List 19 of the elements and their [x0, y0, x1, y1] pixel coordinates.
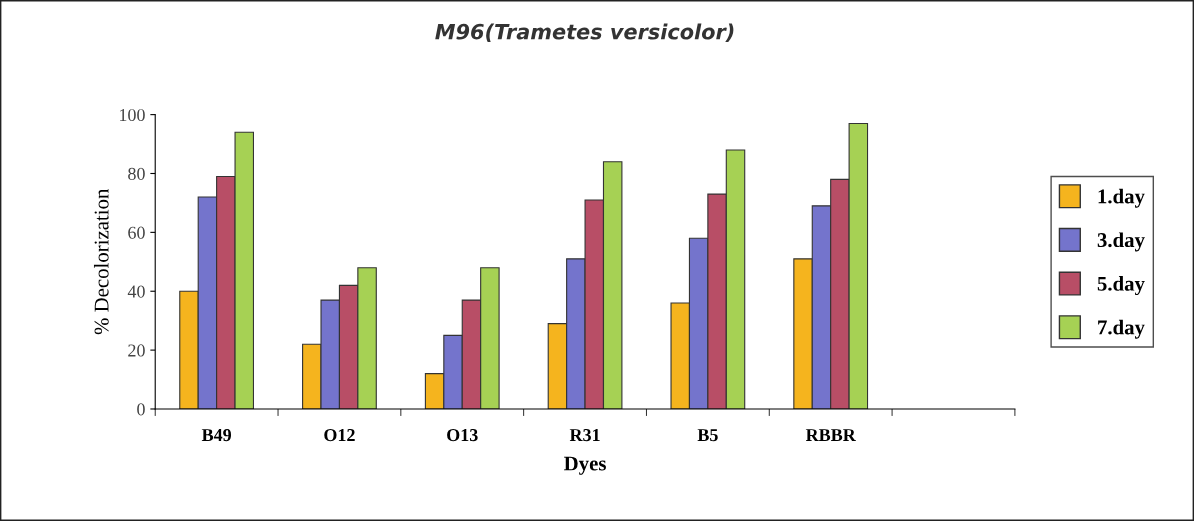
- x-tick-label: RBBR: [805, 429, 856, 442]
- y-tick-label: 0: [137, 403, 145, 416]
- x-tick-label: B5: [697, 429, 718, 442]
- y-tick-label: 40: [127, 285, 145, 298]
- x-axis-title: Dyes: [564, 456, 606, 475]
- x-tick-label: R31: [569, 429, 600, 442]
- y-tick-label: 60: [128, 226, 145, 239]
- y-tick-label: 80: [128, 167, 145, 180]
- x-tick-label: B49: [201, 429, 232, 442]
- legend-label: 1.day: [1098, 188, 1145, 208]
- y-tick-label: 20: [128, 344, 145, 357]
- y-axis-title: % Decolorization: [93, 188, 109, 335]
- legend-label: 5.day: [1097, 276, 1145, 296]
- legend-label: 7.day: [1098, 319, 1145, 339]
- x-tick-label: O13: [447, 429, 478, 442]
- x-tick-label: O12: [324, 429, 355, 442]
- legend-label: 3.day: [1097, 232, 1145, 252]
- y-tick-label: 100: [120, 108, 145, 122]
- chart-title: M96(Trametes versicolor): [435, 23, 734, 43]
